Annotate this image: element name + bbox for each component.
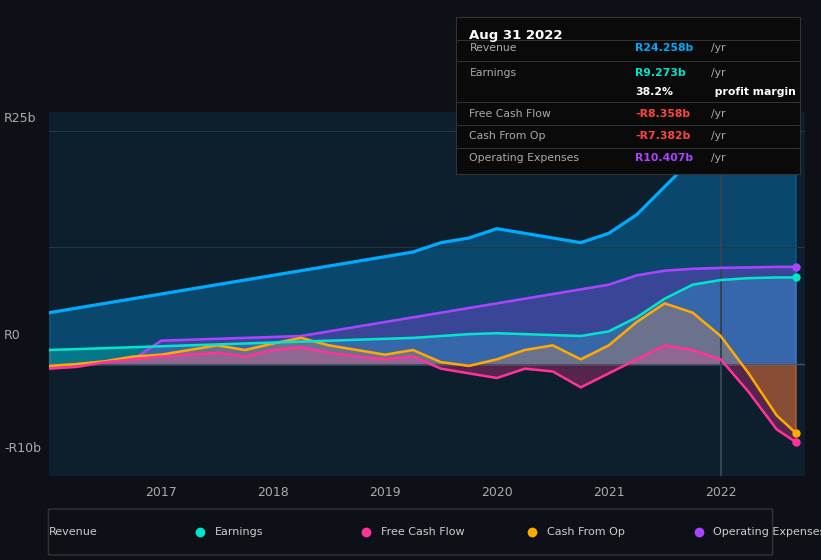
Text: Operating Expenses: Operating Expenses <box>470 153 580 163</box>
Text: /yr: /yr <box>711 131 725 141</box>
Text: Earnings: Earnings <box>470 68 516 78</box>
Text: -R10b: -R10b <box>4 442 41 455</box>
Text: Revenue: Revenue <box>48 527 97 537</box>
Text: -R7.382b: -R7.382b <box>635 131 690 141</box>
Text: /yr: /yr <box>711 153 725 163</box>
Text: Operating Expenses: Operating Expenses <box>713 527 821 537</box>
Text: /yr: /yr <box>711 68 725 78</box>
Text: R10.407b: R10.407b <box>635 153 693 163</box>
Text: Cash From Op: Cash From Op <box>547 527 625 537</box>
Text: /yr: /yr <box>711 43 725 53</box>
Text: Free Cash Flow: Free Cash Flow <box>381 527 465 537</box>
Text: Free Cash Flow: Free Cash Flow <box>470 109 552 119</box>
Text: Aug 31 2022: Aug 31 2022 <box>470 29 563 43</box>
Text: -R8.358b: -R8.358b <box>635 109 690 119</box>
Text: 38.2%: 38.2% <box>635 87 673 97</box>
FancyBboxPatch shape <box>48 509 773 555</box>
Text: Earnings: Earnings <box>214 527 264 537</box>
Text: profit margin: profit margin <box>711 87 796 97</box>
Text: /yr: /yr <box>711 109 725 119</box>
Text: R25b: R25b <box>4 112 36 125</box>
Text: R9.273b: R9.273b <box>635 68 686 78</box>
Text: R24.258b: R24.258b <box>635 43 693 53</box>
Text: Revenue: Revenue <box>470 43 517 53</box>
Text: R0: R0 <box>4 329 21 342</box>
Text: Cash From Op: Cash From Op <box>470 131 546 141</box>
